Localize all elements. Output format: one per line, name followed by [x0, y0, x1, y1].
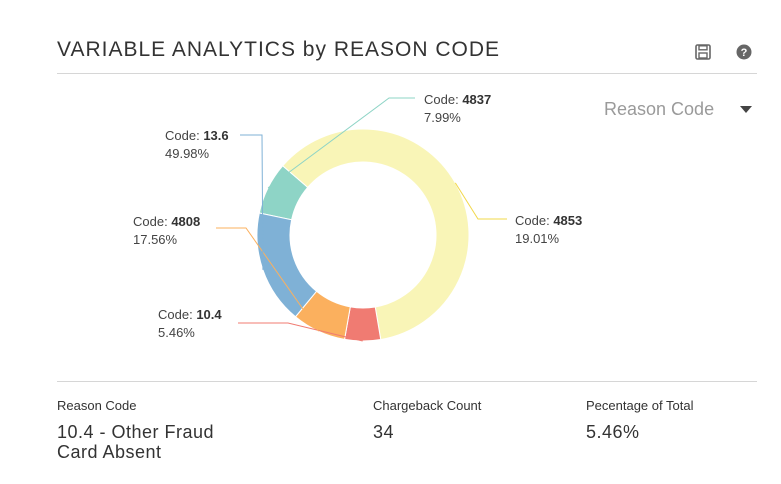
slice-label-4853: Code: 4853 19.01% [515, 213, 583, 246]
svg-text:?: ? [741, 47, 748, 59]
leader-line-4837 [267, 97, 415, 189]
chargeback-count-heading: Chargeback Count [373, 398, 482, 413]
donut-slice-4853[interactable] [282, 128, 470, 341]
reason-code-value: 10.4 - Other Fraud Card Absent [57, 422, 215, 462]
percentage-value: 5.46% [586, 422, 640, 442]
leader-line-10-4 [238, 322, 363, 342]
slice-label-13-6: Code: 13.6 49.98% [165, 128, 229, 161]
donut-slice-10-4[interactable] [343, 306, 382, 342]
slice-label-4837: Code: 4837 7.99% [424, 92, 492, 125]
slice-label-10-4: Code: 10.4 5.46% [158, 307, 222, 340]
chargeback-count-value: 34 [373, 422, 395, 442]
page-title: VARIABLE ANALYTICS by REASON CODE [57, 38, 501, 61]
header-divider [57, 73, 757, 74]
leader-line-13-6 [240, 134, 264, 270]
leader-line-4808 [216, 227, 319, 332]
percentage-heading: Pecentage of Total [586, 398, 694, 413]
leader-line-4853 [454, 182, 507, 220]
slice-label-4808: Code: 4808 17.56% [133, 214, 201, 247]
reason-code-dropdown[interactable]: Reason Code [604, 97, 753, 121]
help-icon[interactable]: ? [735, 43, 753, 61]
caret-down-icon [740, 105, 753, 113]
dropdown-label: Reason Code [604, 98, 715, 119]
reason-code-heading: Reason Code [57, 398, 137, 413]
donut-slice-13-6[interactable] [256, 212, 318, 318]
stats-divider [57, 381, 757, 382]
save-icon[interactable] [694, 43, 712, 61]
